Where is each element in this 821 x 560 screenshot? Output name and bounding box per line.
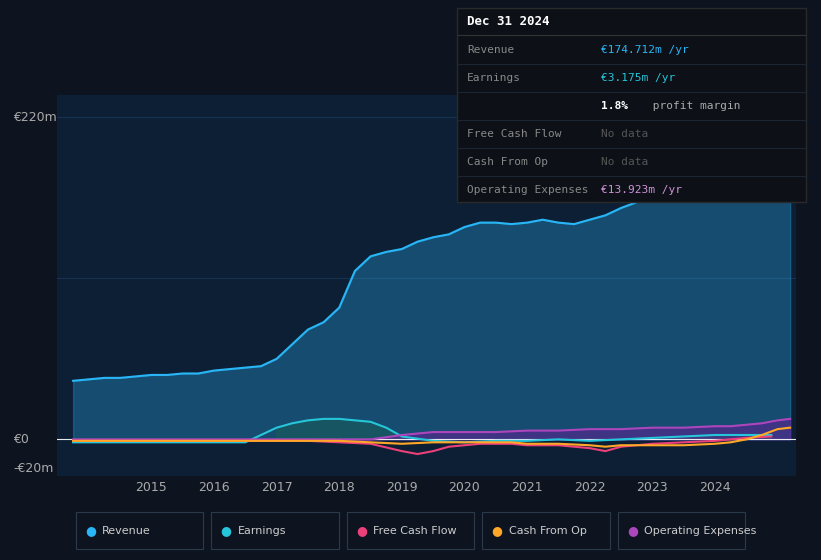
Text: ●: ● — [492, 524, 502, 537]
Text: Revenue: Revenue — [102, 526, 151, 535]
Text: No data: No data — [601, 129, 649, 139]
Text: Revenue: Revenue — [467, 45, 515, 55]
Text: Earnings: Earnings — [467, 73, 521, 83]
Text: Operating Expenses: Operating Expenses — [467, 185, 589, 195]
Text: Earnings: Earnings — [238, 526, 287, 535]
Text: ●: ● — [221, 524, 232, 537]
Text: Operating Expenses: Operating Expenses — [644, 526, 756, 535]
Text: Dec 31 2024: Dec 31 2024 — [467, 15, 549, 28]
Text: €13.923m /yr: €13.923m /yr — [601, 185, 682, 195]
Text: €174.712m /yr: €174.712m /yr — [601, 45, 689, 55]
Text: Cash From Op: Cash From Op — [509, 526, 586, 535]
Text: ●: ● — [356, 524, 367, 537]
Text: ●: ● — [627, 524, 638, 537]
Text: ●: ● — [85, 524, 96, 537]
Text: €3.175m /yr: €3.175m /yr — [601, 73, 675, 83]
Text: Cash From Op: Cash From Op — [467, 157, 548, 167]
Text: Free Cash Flow: Free Cash Flow — [467, 129, 562, 139]
Text: €220m: €220m — [13, 111, 57, 124]
Text: €0: €0 — [13, 433, 29, 446]
Text: -€20m: -€20m — [13, 462, 53, 475]
Text: 1.8%: 1.8% — [601, 101, 628, 111]
Text: Free Cash Flow: Free Cash Flow — [373, 526, 456, 535]
Text: profit margin: profit margin — [646, 101, 741, 111]
Text: No data: No data — [601, 157, 649, 167]
